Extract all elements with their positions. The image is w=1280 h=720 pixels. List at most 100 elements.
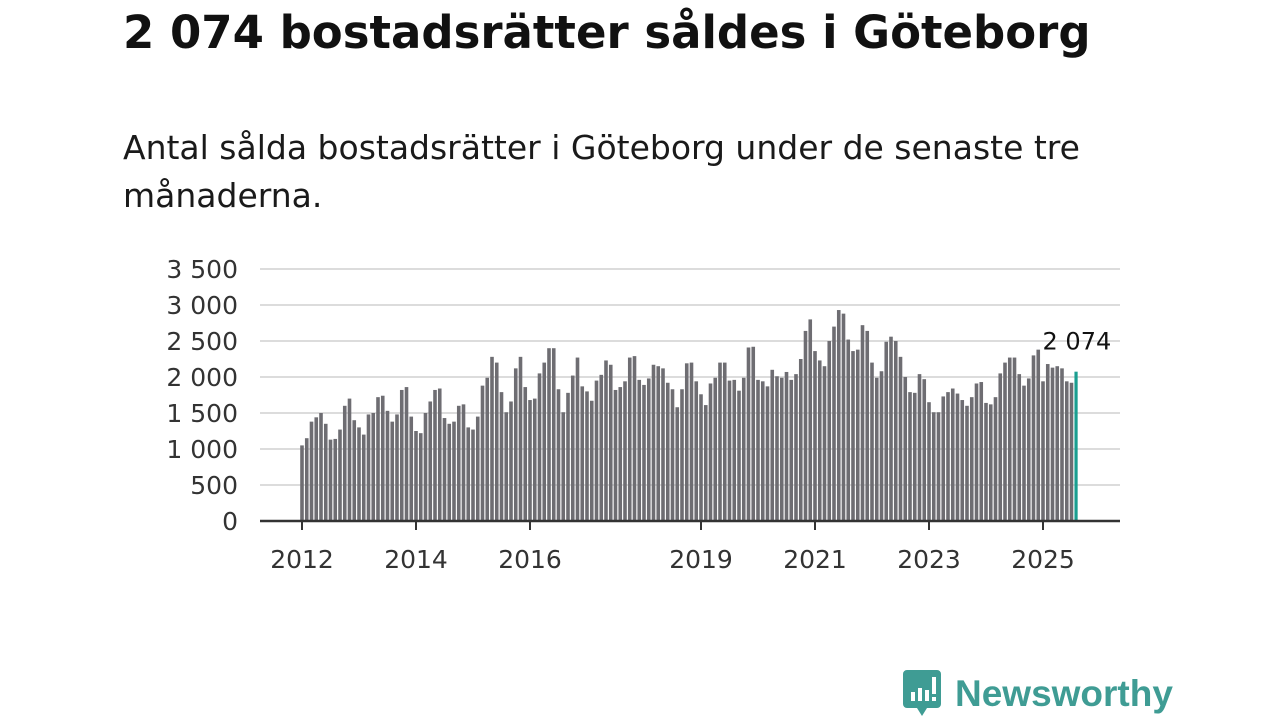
bar	[808, 319, 813, 521]
bar	[1045, 364, 1050, 521]
bar	[1036, 349, 1041, 521]
bar	[361, 434, 366, 521]
newsworthy-logo: Newsworthy	[903, 670, 1173, 718]
bar	[765, 386, 770, 521]
bar	[703, 405, 708, 521]
bar	[1060, 368, 1064, 521]
y-tick-label: 0	[222, 507, 238, 536]
x-tick-label: 2014	[384, 545, 448, 574]
bar	[314, 417, 319, 521]
bar	[437, 388, 442, 521]
bar	[475, 416, 480, 521]
bar	[665, 382, 670, 521]
bar	[570, 375, 575, 521]
bar	[594, 380, 599, 521]
bar	[414, 431, 418, 521]
bar	[404, 387, 409, 521]
bar	[798, 359, 803, 521]
bar	[718, 362, 722, 521]
bar	[1031, 355, 1036, 521]
bar	[423, 413, 428, 521]
bar	[775, 376, 779, 521]
y-tick-label: 1 000	[166, 435, 238, 464]
bar	[371, 413, 376, 521]
bar	[1003, 362, 1007, 521]
bar	[328, 439, 333, 521]
chart-speech-bubble-icon	[903, 670, 941, 716]
bar	[366, 414, 371, 521]
bar	[637, 379, 642, 521]
bar	[936, 412, 941, 521]
bar	[319, 413, 323, 521]
bar	[471, 429, 475, 521]
bar	[998, 373, 1003, 521]
bar	[409, 416, 414, 521]
bar	[623, 381, 627, 521]
bar	[456, 405, 461, 521]
bar	[323, 423, 328, 521]
bar	[865, 330, 870, 521]
bar	[732, 379, 737, 521]
x-tick-label: 2025	[1011, 545, 1075, 574]
bar	[428, 401, 433, 521]
bar	[466, 427, 471, 521]
bar	[917, 374, 922, 521]
bar	[827, 341, 832, 521]
bar	[300, 445, 304, 521]
bar	[528, 400, 532, 521]
bar	[851, 351, 855, 521]
chart-subtitle: Antal sålda bostadsrätter i Göteborg und…	[123, 128, 1080, 215]
bar	[722, 362, 727, 521]
highlight-bar	[1074, 371, 1078, 521]
bar	[1050, 367, 1055, 521]
bar	[547, 348, 551, 521]
x-tick-label: 2012	[270, 545, 334, 574]
bar	[950, 388, 955, 521]
bar	[1041, 381, 1045, 521]
bar	[789, 379, 794, 521]
bar	[969, 397, 974, 521]
bar	[903, 377, 908, 521]
y-tick-label: 3 000	[166, 291, 238, 320]
bar	[504, 412, 509, 521]
bar	[385, 410, 390, 521]
bar	[770, 369, 775, 521]
bar	[680, 389, 684, 521]
bar	[984, 402, 988, 521]
bar	[741, 377, 746, 521]
bar	[490, 356, 494, 521]
x-tick-label: 2016	[498, 545, 562, 574]
bar	[304, 438, 309, 521]
bar	[1026, 378, 1031, 521]
bar	[841, 313, 846, 521]
bar	[499, 392, 504, 521]
bar	[566, 392, 570, 521]
bar	[333, 438, 338, 521]
bar	[338, 429, 342, 521]
bar	[794, 374, 798, 521]
bar	[689, 362, 694, 521]
bar	[461, 404, 466, 521]
bar	[442, 418, 447, 521]
bar	[988, 404, 993, 521]
bar	[817, 360, 822, 521]
bar	[642, 384, 646, 521]
y-tick-label: 3 500	[166, 255, 238, 284]
bar	[542, 362, 547, 521]
bar	[537, 373, 542, 521]
bar	[965, 405, 969, 521]
bar	[779, 377, 784, 521]
bar	[357, 427, 361, 521]
bar	[941, 396, 946, 521]
bar	[931, 412, 936, 521]
bar	[1069, 382, 1074, 521]
bar	[898, 356, 903, 521]
highlight-value-label: 2 074	[1043, 328, 1112, 356]
bar	[727, 380, 732, 521]
bar	[912, 392, 917, 521]
bar	[670, 389, 675, 521]
bar	[613, 389, 618, 521]
bar	[342, 405, 347, 521]
bar	[1022, 385, 1026, 521]
